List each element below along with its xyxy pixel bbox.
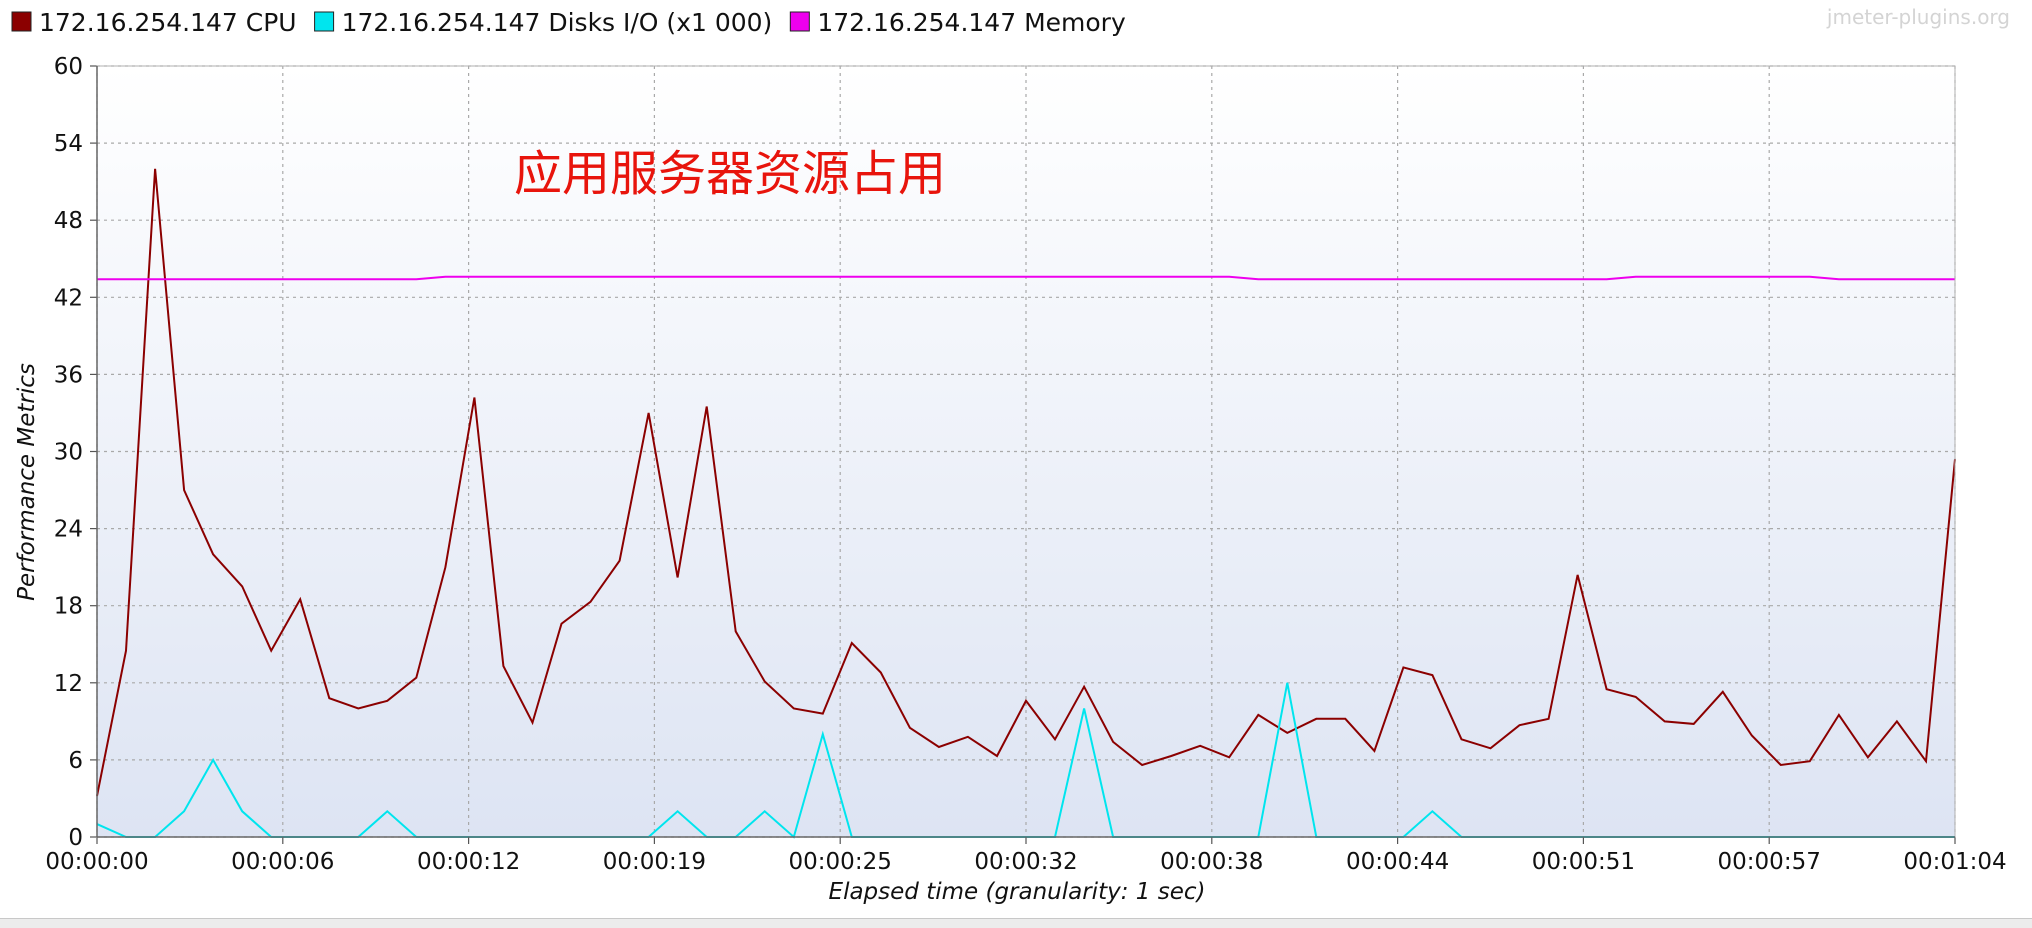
y-tick-label: 24 — [54, 517, 83, 543]
x-tick-label: 00:00:19 — [603, 849, 706, 875]
legend-swatch — [11, 11, 32, 32]
x-axis-title: Elapsed time (granularity: 1 sec) — [829, 879, 1206, 905]
x-tick-label: 00:00:32 — [974, 849, 1077, 875]
y-tick-label: 0 — [68, 825, 83, 851]
legend-label: 172.16.254.147 Memory — [817, 8, 1126, 37]
y-tick-label: 36 — [54, 362, 83, 388]
y-tick-label: 6 — [68, 748, 83, 774]
y-tick-label: 30 — [54, 440, 83, 466]
legend-swatch — [789, 11, 810, 32]
series-line-2 — [97, 275, 1955, 281]
x-tick-label: 00:00:38 — [1160, 849, 1263, 875]
x-tick-label: 00:00:25 — [789, 849, 892, 875]
watermark-text: jmeter-plugins.org — [1826, 5, 2010, 29]
x-tick-label: 00:00:00 — [45, 849, 148, 875]
y-tick-label: 60 — [54, 54, 83, 80]
chart-annotation: 应用服务器资源占用 — [514, 146, 946, 202]
y-tick-label: 18 — [54, 594, 83, 620]
series-line-0 — [96, 168, 1956, 797]
y-tick-label: 54 — [54, 131, 83, 157]
legend-label: 172.16.254.147 CPU — [39, 8, 297, 37]
y-tick-label: 12 — [54, 671, 83, 697]
y-tick-label: 48 — [54, 208, 83, 234]
axes: 0 6 12 18 24 30 36 42 48 54 60 00:00:00 00:00:06 00:0… — [45, 54, 2006, 875]
legend-label: 172.16.254.147 Disks I/O (x1 000) — [342, 8, 773, 37]
x-tick-label: 00:00:51 — [1532, 849, 1635, 875]
x-tick-label: 00:00:06 — [231, 849, 334, 875]
x-tick-label: 00:00:57 — [1718, 849, 1821, 875]
legend-swatch — [314, 11, 335, 32]
y-axis-title: Performance Metrics — [14, 363, 40, 601]
y-tick-label: 42 — [54, 285, 83, 311]
x-tick-label: 00:00:12 — [417, 849, 520, 875]
x-tick-label: 00:01:04 — [1903, 849, 2006, 875]
legend: 172.16.254.147 CPU 172.16.254.147 Disks I… — [11, 8, 1126, 37]
x-tick-label: 00:00:44 — [1346, 849, 1449, 875]
